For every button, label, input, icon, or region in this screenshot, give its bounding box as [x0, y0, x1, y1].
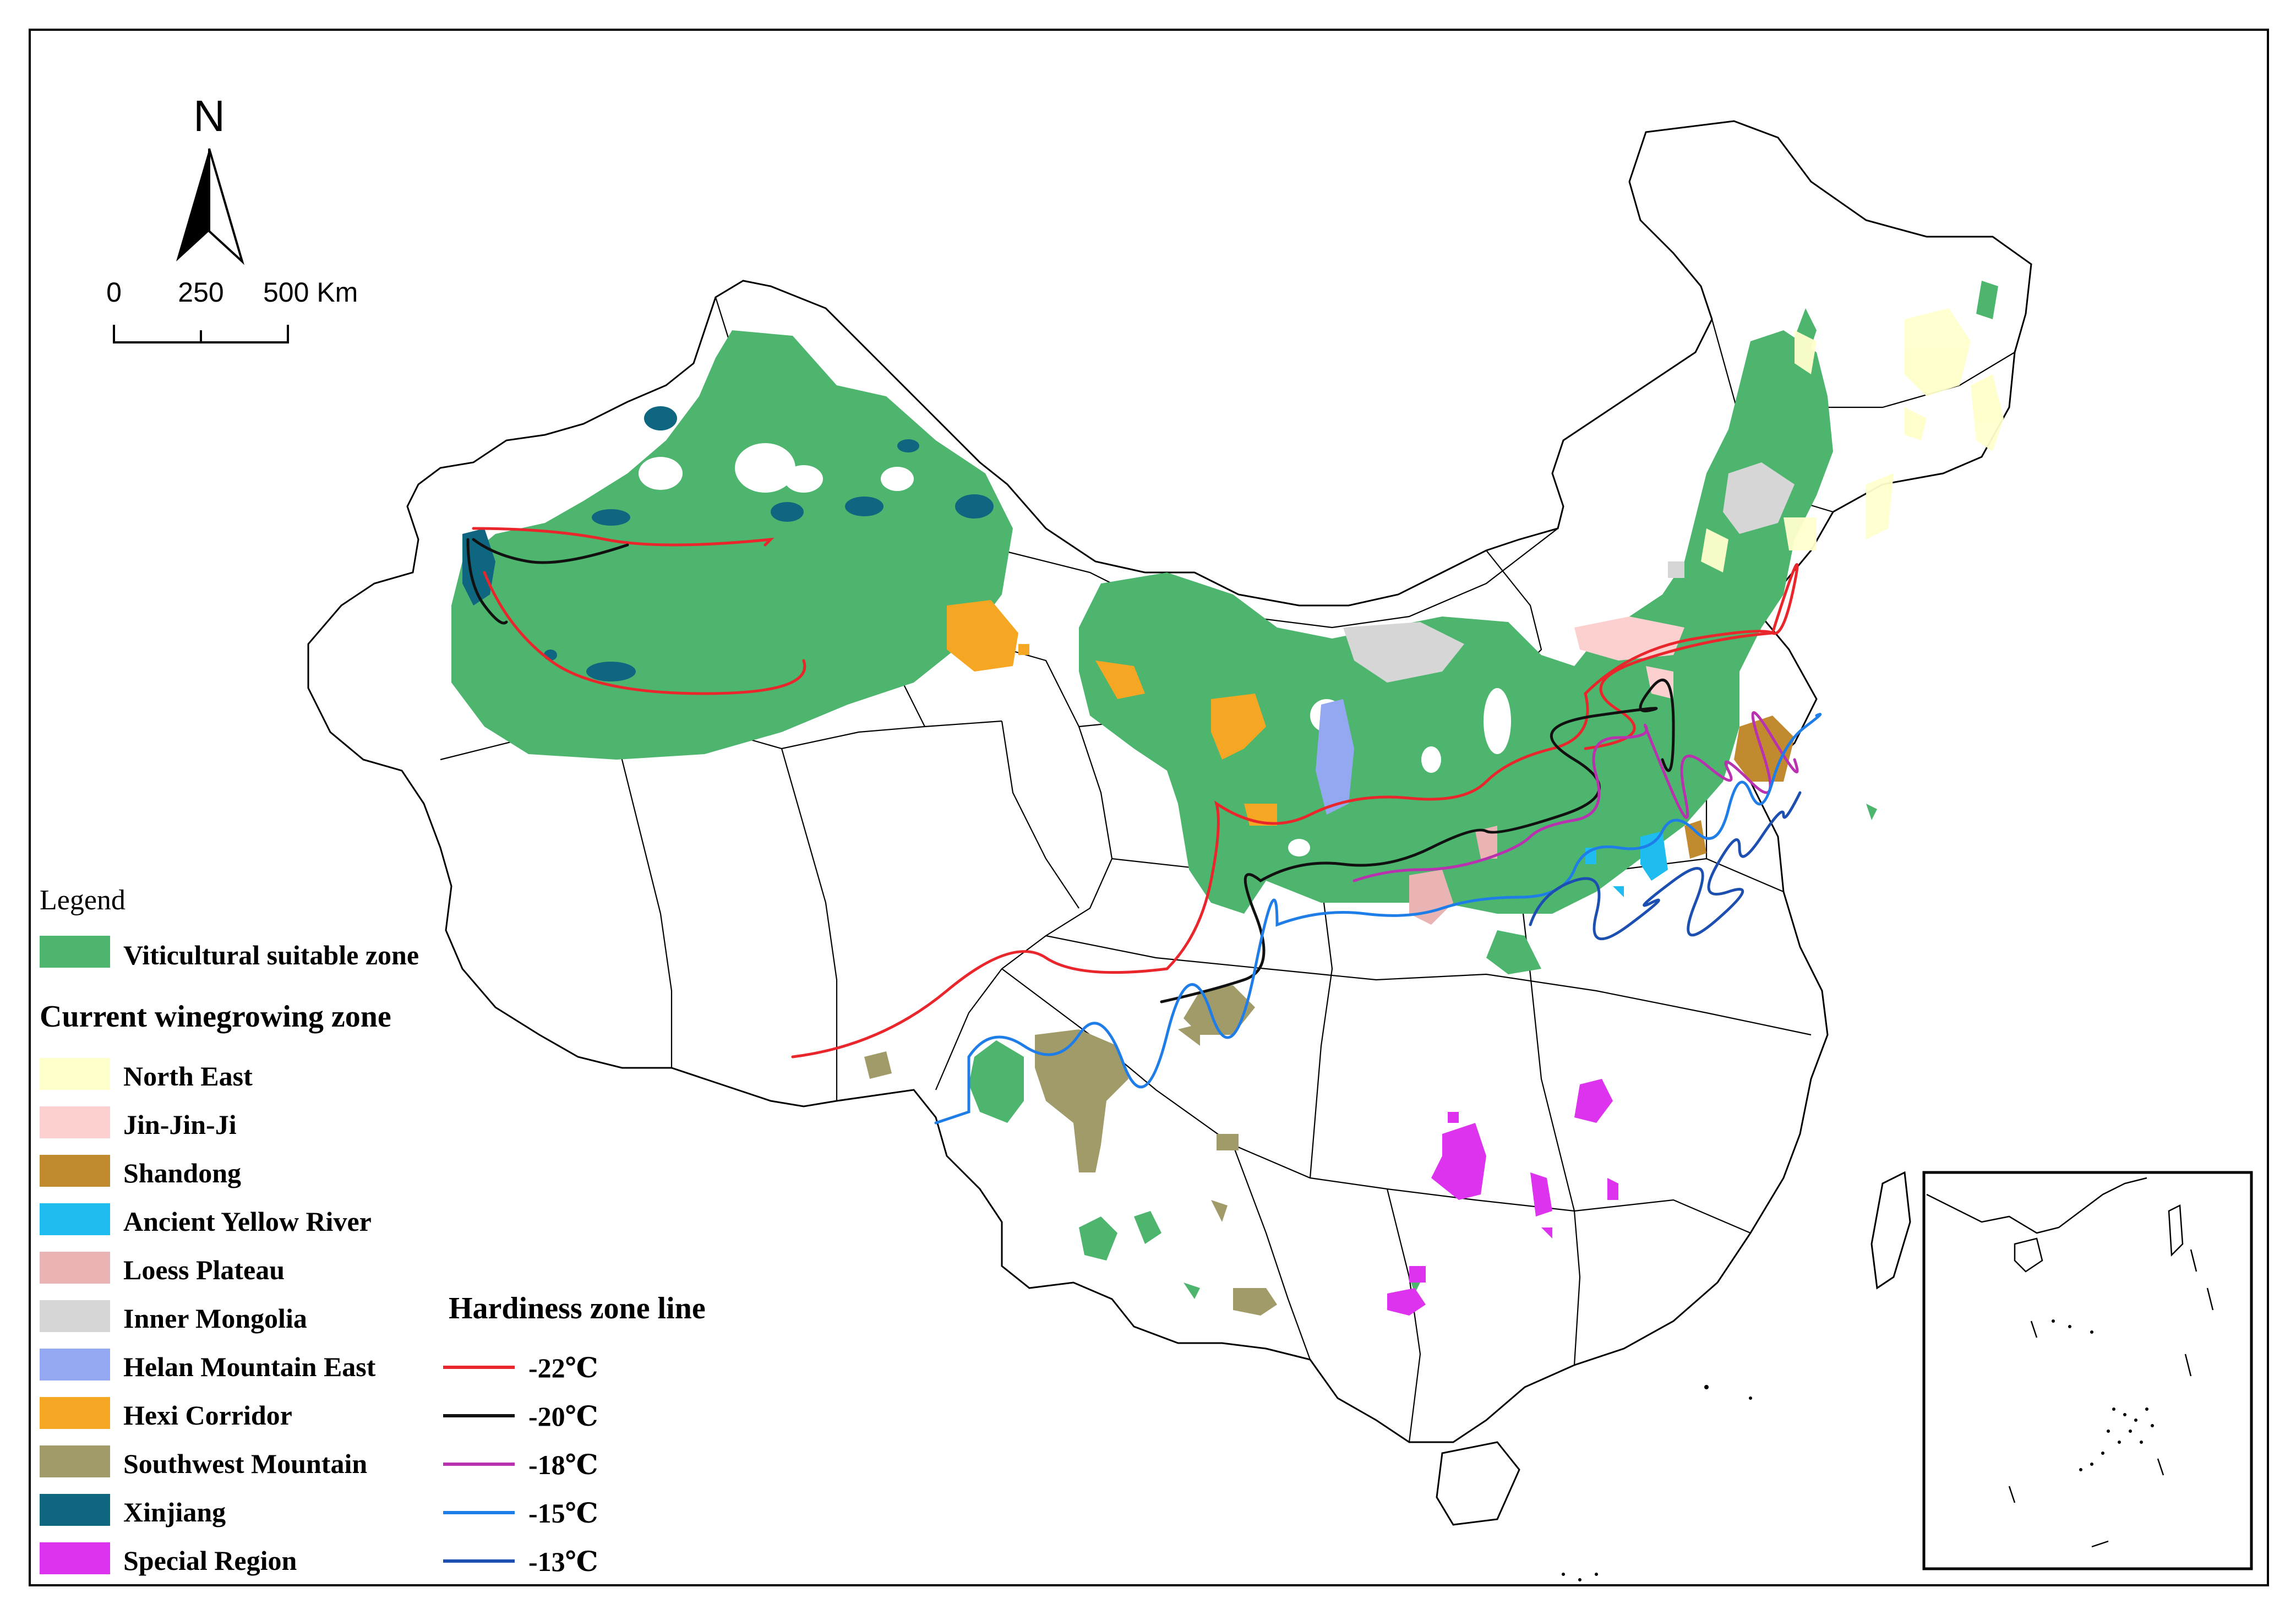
legend-swatch-zone — [40, 1542, 110, 1574]
hardiness-lines-layer — [466, 527, 1822, 1125]
legend-zones-heading: Current winegrowing zone — [40, 1000, 391, 1034]
legend-title: Legend — [40, 885, 126, 916]
legend-label-hardiness: -20℃ — [528, 1401, 598, 1432]
legend-swatch-zone — [40, 1058, 110, 1090]
legend-label-zone: Inner Mongolia — [123, 1303, 307, 1334]
legend-label-suitable: Viticultural suitable zone — [123, 940, 419, 970]
scale-bar-tick-250: 250 — [178, 277, 223, 308]
legend-hardiness-list: -22℃ -20℃ -18℃ -15℃ -13℃ — [443, 1352, 598, 1577]
legend-label-zone: Southwest Mountain — [123, 1448, 367, 1479]
south-sea-islands — [1562, 1385, 1752, 1581]
hardiness-line-22 — [472, 527, 806, 695]
hardiness-line-15 — [934, 713, 1822, 1125]
zone-southwest-mountain — [864, 985, 1277, 1316]
hardiness-line-20 — [466, 538, 629, 625]
zone-xinjiang — [462, 406, 994, 681]
legend-swatch-zone — [40, 1252, 110, 1284]
legend-swatch-zone — [40, 1106, 110, 1138]
hardiness-line-20-main — [1160, 678, 1675, 1003]
hardiness-line-13 — [1529, 791, 1802, 941]
zone-inner-mongolia — [1343, 462, 1795, 683]
zone-special-region — [1387, 1079, 1618, 1316]
zone-ancient-yellow-river — [1585, 831, 1668, 897]
legend-zone-list: North East Jin-Jin-Ji Shandong Ancient Yell… — [40, 1058, 376, 1576]
legend-label-hardiness: -13℃ — [528, 1546, 598, 1577]
legend-swatch-zone — [40, 1155, 110, 1187]
legend-swatch-zone — [40, 1397, 110, 1429]
suitable-zone-layer — [451, 281, 1998, 1299]
legend-label-zone: Xinjiang — [123, 1497, 226, 1527]
hardiness-line-22-main — [791, 563, 1799, 1059]
legend-swatch-zone — [40, 1494, 110, 1526]
zone-loess-plateau — [1409, 826, 1497, 925]
hardiness-line-18 — [1352, 711, 1799, 882]
scale-bar: 0 250 500 Km — [106, 277, 358, 343]
legend-swatch-zone — [40, 1203, 110, 1235]
legend-label-zone: Shandong — [123, 1158, 241, 1188]
legend-label-zone: Jin-Jin-Ji — [123, 1109, 237, 1140]
taiwan-outline — [1870, 1171, 1911, 1290]
legend-label-zone: North East — [123, 1061, 253, 1092]
zone-helan-mountain-east — [1316, 699, 1354, 815]
legend-swatch-zone — [40, 1349, 110, 1381]
north-arrow: N — [176, 91, 244, 265]
legend-label-hardiness: -22℃ — [528, 1352, 598, 1383]
legend-hardiness-heading: Hardiness zone line — [449, 1291, 706, 1325]
legend-swatch-zone — [40, 1445, 110, 1477]
legend-label-zone: Hexi Corridor — [123, 1400, 292, 1431]
inset-map — [1922, 1171, 2253, 1570]
legend-label-zone: Loess Plateau — [123, 1254, 285, 1285]
zone-north-east — [1701, 308, 2004, 572]
legend-swatch-zone — [40, 1300, 110, 1332]
legend-label-zone: Ancient Yellow River — [123, 1206, 372, 1237]
legend-swatch-suitable — [40, 936, 110, 968]
hainan-outline — [1436, 1441, 1520, 1526]
zone-hexi-corridor — [947, 600, 1277, 826]
scale-bar-tick-0: 0 — [106, 277, 122, 308]
legend-label-zone: Special Region — [123, 1545, 297, 1576]
legend: Legend Viticultural suitable zone Curren… — [40, 885, 706, 1577]
scale-bar-tick-500: 500 Km — [263, 277, 358, 308]
legend-label-hardiness: -15℃ — [528, 1498, 598, 1529]
legend-label-zone: Helan Mountain East — [123, 1351, 376, 1382]
legend-label-hardiness: -18℃ — [528, 1449, 598, 1480]
north-arrow-letter: N — [193, 91, 225, 140]
